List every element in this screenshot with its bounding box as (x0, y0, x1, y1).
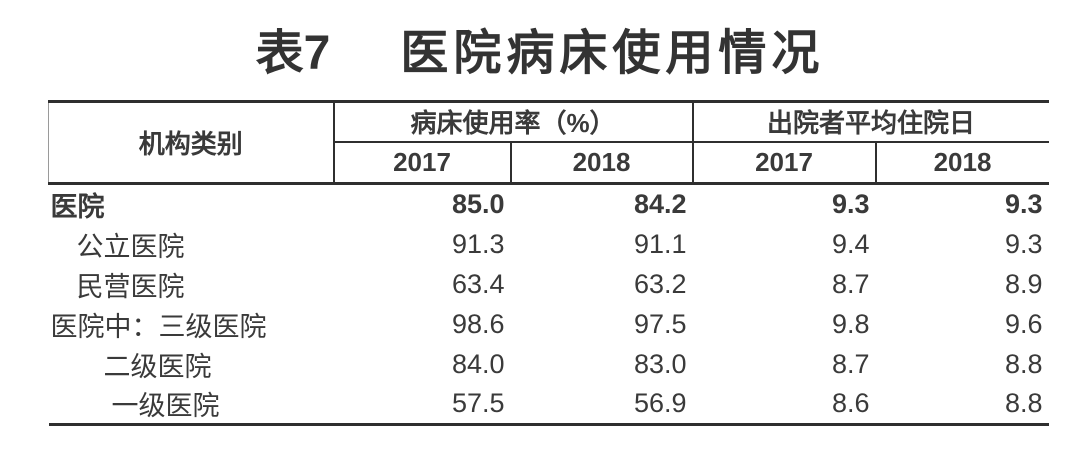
cell-value: 85.0 (451, 189, 505, 219)
table-row: 公立医院 91.3 91.1 9.4 9.3 (49, 224, 1049, 264)
row-label: 二级医院 (103, 351, 212, 382)
header-group-row: 机构类别 病床使用率（%） 出院者平均住院日 (48, 101, 1049, 184)
header-year-stay-2018: 2018 (933, 146, 992, 177)
cell-value: 91.3 (451, 228, 505, 259)
header-year-utilization-2018: 2018 (510, 141, 694, 184)
cell-value: 8.8 (1004, 388, 1043, 418)
header-year-utilization-2017: 2017 (333, 141, 512, 184)
header-year-row: 2017 2018 2017 2018 (49, 141, 1049, 184)
table-header: 机构类别 病床使用率（%） 出院者平均住院日 2017 2018 2017 20… (48, 101, 1049, 184)
row-label: 医院中：三级医院 (50, 311, 267, 342)
table-row: 一级医院 57.5 56.9 8.6 8.8 (49, 384, 1049, 425)
cell-value: 63.2 (633, 268, 687, 299)
cell-value: 57.5 (451, 388, 505, 418)
cell-value: 8.9 (1004, 268, 1043, 299)
table-number: 表7 (255, 27, 331, 80)
cell-value: 9.3 (831, 189, 870, 219)
cell-value: 8.7 (831, 348, 870, 379)
cell-value: 8.7 (831, 268, 870, 299)
hospital-bed-table: 机构类别 病床使用率（%） 出院者平均住院日 2017 2018 2017 20… (48, 100, 1049, 426)
table-title-text: 医院病床使用情况 (400, 27, 825, 80)
cell-value: 91.1 (633, 228, 687, 259)
cell-value: 9.3 (1004, 189, 1043, 219)
cell-value: 8.6 (831, 388, 870, 418)
header-institution-type: 机构类别 (48, 101, 335, 184)
cell-value: 9.4 (831, 228, 870, 259)
table-row: 民营医院 63.4 63.2 8.7 8.9 (49, 264, 1049, 304)
row-label: 公立医院 (76, 231, 185, 262)
cell-value: 83.0 (633, 348, 687, 379)
table-row: 二级医院 84.0 83.0 8.7 8.8 (49, 344, 1049, 384)
cell-value: 98.6 (451, 308, 505, 339)
row-label: 医院 (50, 192, 105, 222)
header-avg-stay-group: 出院者平均住院日 (692, 101, 1049, 143)
table-row: 医院 85.0 84.2 9.3 9.3 (49, 184, 1049, 225)
cell-value: 84.2 (633, 189, 687, 219)
cell-value: 9.6 (1004, 308, 1043, 339)
cell-value: 84.0 (451, 348, 505, 379)
cell-value: 9.8 (831, 308, 870, 339)
header-bed-utilization-group: 病床使用率（%） (333, 101, 694, 143)
cell-value: 56.9 (633, 388, 687, 418)
header-year-stay-2017: 2017 (692, 141, 877, 184)
table-row: 医院中：三级医院 98.6 97.5 9.8 9.6 (49, 304, 1049, 344)
row-label: 一级医院 (111, 391, 220, 421)
row-label: 民营医院 (76, 271, 185, 302)
table-title: 表7 医院病床使用情况 (0, 27, 1080, 81)
cell-value: 8.8 (1004, 348, 1043, 379)
cell-value: 97.5 (633, 308, 687, 339)
cell-value: 9.3 (1004, 228, 1043, 259)
cell-value: 63.4 (451, 268, 505, 299)
table-body: 医院 85.0 84.2 9.3 9.3 公立医院 91.3 91.1 9.4 9.3 民营医院 63… (49, 184, 1049, 425)
